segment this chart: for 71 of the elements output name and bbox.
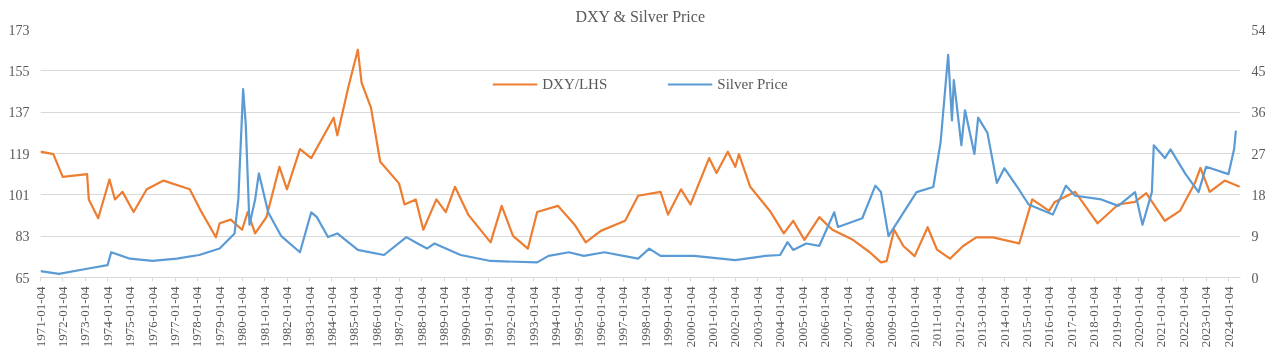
x-tick-label: 1990-01-04 — [458, 286, 474, 348]
x-tick-label: 1984-01-04 — [323, 286, 339, 348]
x-tick-label: 1982-01-04 — [279, 286, 295, 348]
x-tick-label: 1971-01-04 — [32, 286, 48, 348]
x-tick-label: 1974-01-04 — [99, 286, 115, 348]
y-tick-label: 173 — [8, 22, 30, 38]
x-tick-label: 1981-01-04 — [256, 286, 272, 348]
x-tick-label: 2021-01-04 — [1153, 286, 1169, 348]
chart-title: DXY & Silver Price — [575, 7, 706, 25]
x-tick-label: 2003-01-04 — [749, 286, 765, 348]
x-tick-label: 1976-01-04 — [144, 286, 160, 348]
x-tick-label: 1988-01-04 — [413, 286, 429, 348]
x-tick-label: 1986-01-04 — [368, 286, 384, 348]
x-tick-label: 1987-01-04 — [391, 286, 407, 348]
x-tick-label: 2019-01-04 — [1108, 286, 1124, 348]
x-tick-label: 2012-01-04 — [951, 286, 967, 348]
x-tick-label: 2006-01-04 — [817, 286, 833, 348]
x-tick-label: 2017-01-04 — [1063, 286, 1079, 348]
x-tick-label: 2001-01-04 — [705, 286, 721, 348]
legend-label: Silver Price — [717, 75, 788, 93]
y-tick-label: 155 — [8, 63, 30, 79]
x-tick-label: 1972-01-04 — [54, 286, 70, 348]
x-tick-label: 1977-01-04 — [167, 286, 183, 348]
y2-tick-label: 36 — [1251, 105, 1266, 121]
x-tick-label: 2023-01-04 — [1198, 286, 1214, 348]
y2-tick-label: 27 — [1251, 146, 1266, 162]
x-tick-label: 2011-01-04 — [929, 286, 945, 347]
x-tick-label: 1999-01-04 — [660, 286, 676, 348]
x-tick-label: 2000-01-04 — [682, 286, 698, 348]
y-tick-label: 119 — [9, 146, 30, 162]
x-tick-label: 2013-01-04 — [974, 286, 990, 348]
y2-tick-label: 45 — [1251, 63, 1266, 79]
x-tick-label: 2002-01-04 — [727, 286, 743, 348]
x-tick-label: 1994-01-04 — [548, 286, 564, 348]
y2-tick-label: 9 — [1251, 229, 1259, 245]
x-tick-label: 1973-01-04 — [77, 286, 93, 348]
y-tick-label: 83 — [15, 229, 30, 245]
x-tick-label: 1998-01-04 — [637, 286, 653, 348]
x-tick-label: 2016-01-04 — [1041, 286, 1057, 348]
x-tick-label: 2007-01-04 — [839, 286, 855, 348]
x-tick-label: 1989-01-04 — [436, 286, 452, 348]
y2-tick-label: 54 — [1251, 22, 1266, 38]
x-tick-label: 2009-01-04 — [884, 286, 900, 348]
x-tick-label: 1993-01-04 — [525, 286, 541, 348]
x-tick-label: 1975-01-04 — [122, 286, 138, 348]
x-tick-label: 2022-01-04 — [1175, 286, 1191, 348]
y-tick-label: 65 — [15, 270, 30, 286]
y-tick-label: 101 — [8, 187, 30, 203]
x-tick-label: 2008-01-04 — [861, 286, 877, 348]
legend-label: DXY/LHS — [542, 75, 608, 93]
y2-tick-label: 0 — [1251, 270, 1259, 286]
x-tick-label: 2005-01-04 — [794, 286, 810, 348]
y-tick-label: 137 — [8, 105, 30, 121]
x-tick-label: 2018-01-04 — [1086, 286, 1102, 348]
x-tick-label: 1997-01-04 — [615, 286, 631, 348]
x-tick-label: 1995-01-04 — [570, 286, 586, 348]
x-tick-label: 2020-01-04 — [1130, 286, 1146, 348]
x-tick-label: 1996-01-04 — [592, 286, 608, 348]
x-tick-label: 2014-01-04 — [996, 286, 1012, 348]
x-tick-label: 1991-01-04 — [480, 286, 496, 348]
x-tick-label: 1983-01-04 — [301, 286, 317, 348]
x-tick-label: 1979-01-04 — [211, 286, 227, 348]
x-tick-label: 1985-01-04 — [346, 286, 362, 348]
x-tick-label: 1980-01-04 — [234, 286, 250, 348]
x-tick-label: 2015-01-04 — [1018, 286, 1034, 348]
y2-tick-label: 18 — [1251, 187, 1266, 203]
x-tick-label: 1992-01-04 — [503, 286, 519, 348]
x-tick-label: 1978-01-04 — [189, 286, 205, 348]
x-tick-label: 2004-01-04 — [772, 286, 788, 348]
x-tick-label: 2024-01-04 — [1220, 286, 1236, 348]
x-tick-label: 2010-01-04 — [906, 286, 922, 348]
